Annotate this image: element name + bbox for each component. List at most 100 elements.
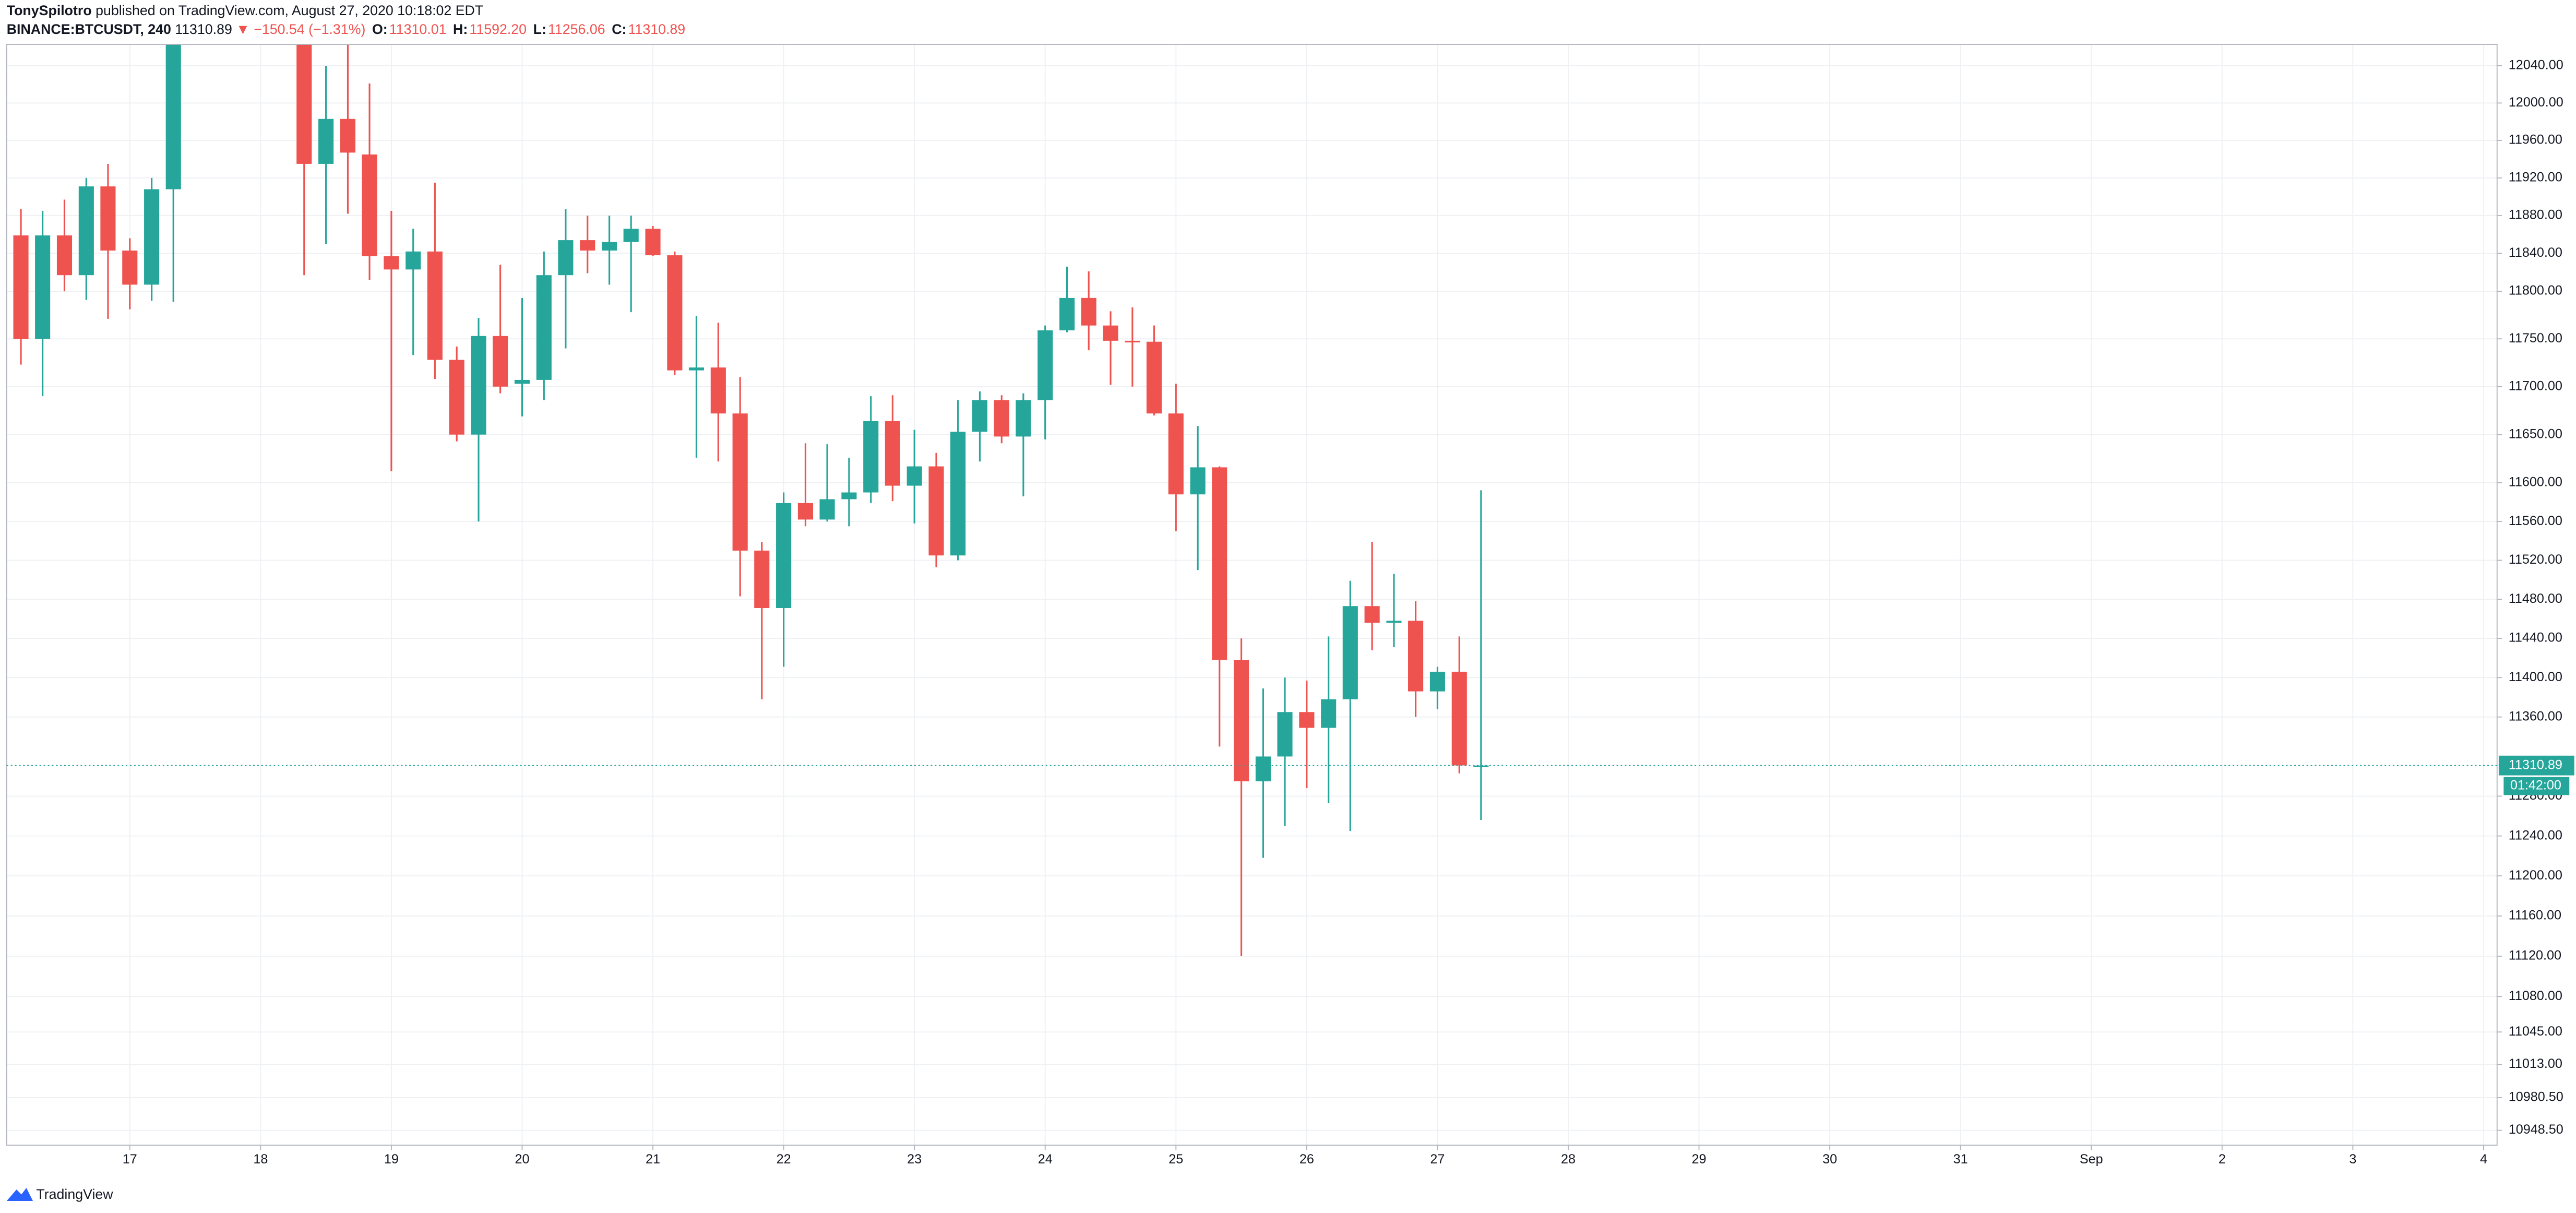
y-tick-label: 12000.00 (2509, 95, 2563, 110)
candle-body (1364, 606, 1380, 623)
y-tick-label: 11960.00 (2509, 133, 2562, 147)
y-tick-label: 11560.00 (2509, 514, 2562, 528)
header-line-2: BINANCE:BTCUSDT, 240 11310.89 ▼ −150.54 … (7, 21, 685, 37)
plot-border (6, 44, 2498, 1146)
y-tick-label: 11600.00 (2509, 475, 2562, 490)
candle-body (1342, 606, 1358, 699)
y-tick-label: 11080.00 (2509, 989, 2562, 1003)
candle-body (1408, 621, 1424, 692)
candle-body (384, 256, 399, 270)
candle-body (165, 44, 181, 189)
candles (13, 44, 1489, 956)
x-tick-label: 17 (123, 1152, 137, 1167)
candle-body (710, 367, 726, 414)
candle-body (406, 251, 421, 270)
x-tick-label: 18 (253, 1152, 268, 1167)
y-tick-label: 12040.00 (2509, 58, 2563, 73)
candle-body (1168, 413, 1184, 495)
candle-body (841, 492, 857, 500)
candle-body (1190, 467, 1206, 495)
x-tick-label: 4 (2480, 1152, 2487, 1167)
candle-body (100, 186, 116, 251)
candle-body (645, 229, 661, 256)
ohlc-value: 11310.01 (389, 21, 447, 37)
candle-body (340, 118, 356, 153)
candle-body (928, 466, 944, 556)
candle-body (994, 400, 1009, 437)
x-tick-label: 28 (1561, 1152, 1576, 1167)
y-tick-label: 11013.00 (2509, 1056, 2562, 1071)
arrow: ▼ (236, 21, 249, 37)
candle-body (1299, 712, 1315, 728)
y-tick-label: 11750.00 (2509, 331, 2562, 346)
x-tick-label: 27 (1430, 1152, 1445, 1167)
y-tick-label: 11240.00 (2509, 828, 2562, 842)
candle-body (514, 379, 530, 384)
candle-body (536, 275, 552, 380)
footer-logo: TradingView (6, 1186, 113, 1202)
countdown-label: 01:42:00 (2510, 778, 2561, 793)
candle-body (754, 550, 770, 608)
y-tick-label: 11045.00 (2509, 1024, 2562, 1039)
candle-body (623, 229, 639, 242)
y-tick-label: 11400.00 (2509, 670, 2562, 684)
candle-body (56, 235, 73, 276)
ohlc-label: L: (533, 21, 546, 37)
y-tick-label: 11880.00 (2509, 208, 2562, 222)
candle-body (1037, 330, 1053, 400)
candle-body (907, 466, 922, 486)
y-tick-label: 11520.00 (2509, 552, 2562, 567)
candle-body (362, 154, 377, 256)
candle-body (1146, 341, 1162, 414)
candle-body (1234, 660, 1249, 781)
candle-body (688, 367, 705, 371)
x-tick-label: 29 (1692, 1152, 1707, 1167)
ohlc-label: H: (453, 21, 468, 37)
candle-body (1451, 671, 1467, 766)
y-tick-label: 10948.50 (2509, 1122, 2563, 1137)
ohlc-label: C: (612, 21, 626, 37)
last-price: 11310.89 (175, 21, 232, 37)
symbol: BINANCE:BTCUSDT, 240 (7, 21, 171, 37)
candle-body (78, 186, 94, 276)
x-tick-label: Sep (2080, 1152, 2103, 1167)
y-tick-label: 10980.50 (2509, 1090, 2563, 1104)
candle-body (471, 336, 486, 435)
candle-body (13, 235, 29, 339)
y-tick-label: 11360.00 (2509, 709, 2562, 723)
header-line-1: TonySpilotro published on TradingView.co… (7, 3, 483, 18)
y-tick-label: 11700.00 (2509, 378, 2562, 393)
last-price-box (2498, 755, 2574, 776)
y-tick-label: 11160.00 (2509, 908, 2561, 923)
candle-body (732, 413, 748, 551)
ohlc-value: 11592.20 (469, 21, 527, 37)
candle-body (885, 421, 900, 486)
x-tick-label: 21 (646, 1152, 660, 1167)
candle-body (144, 189, 160, 285)
x-tick-label: 20 (515, 1152, 529, 1167)
candle-body (950, 432, 966, 556)
candle-body (1386, 621, 1402, 623)
y-tick-label: 11120.00 (2509, 948, 2561, 963)
candle-body (427, 251, 443, 360)
candle-body (1125, 340, 1140, 343)
candle-body (602, 242, 617, 251)
candle-body (558, 240, 574, 276)
candle-body (972, 400, 988, 432)
y-tick-label: 11920.00 (2509, 170, 2562, 185)
grid (6, 44, 2497, 1145)
footer-text: TradingView (36, 1186, 113, 1202)
last-price-label: 11310.89 (2509, 757, 2562, 772)
candle-body (296, 44, 312, 164)
y-tick-label: 11200.00 (2509, 868, 2562, 883)
candle-body (1081, 298, 1096, 326)
y-tick-label: 11650.00 (2509, 426, 2562, 441)
candle-body (1103, 325, 1118, 341)
change: −150.54 (−1.31%) (254, 21, 365, 37)
x-tick-label: 19 (384, 1152, 399, 1167)
y-tick-label: 11840.00 (2509, 245, 2562, 260)
candle-body (318, 118, 334, 164)
x-tick-label: 22 (777, 1152, 791, 1167)
